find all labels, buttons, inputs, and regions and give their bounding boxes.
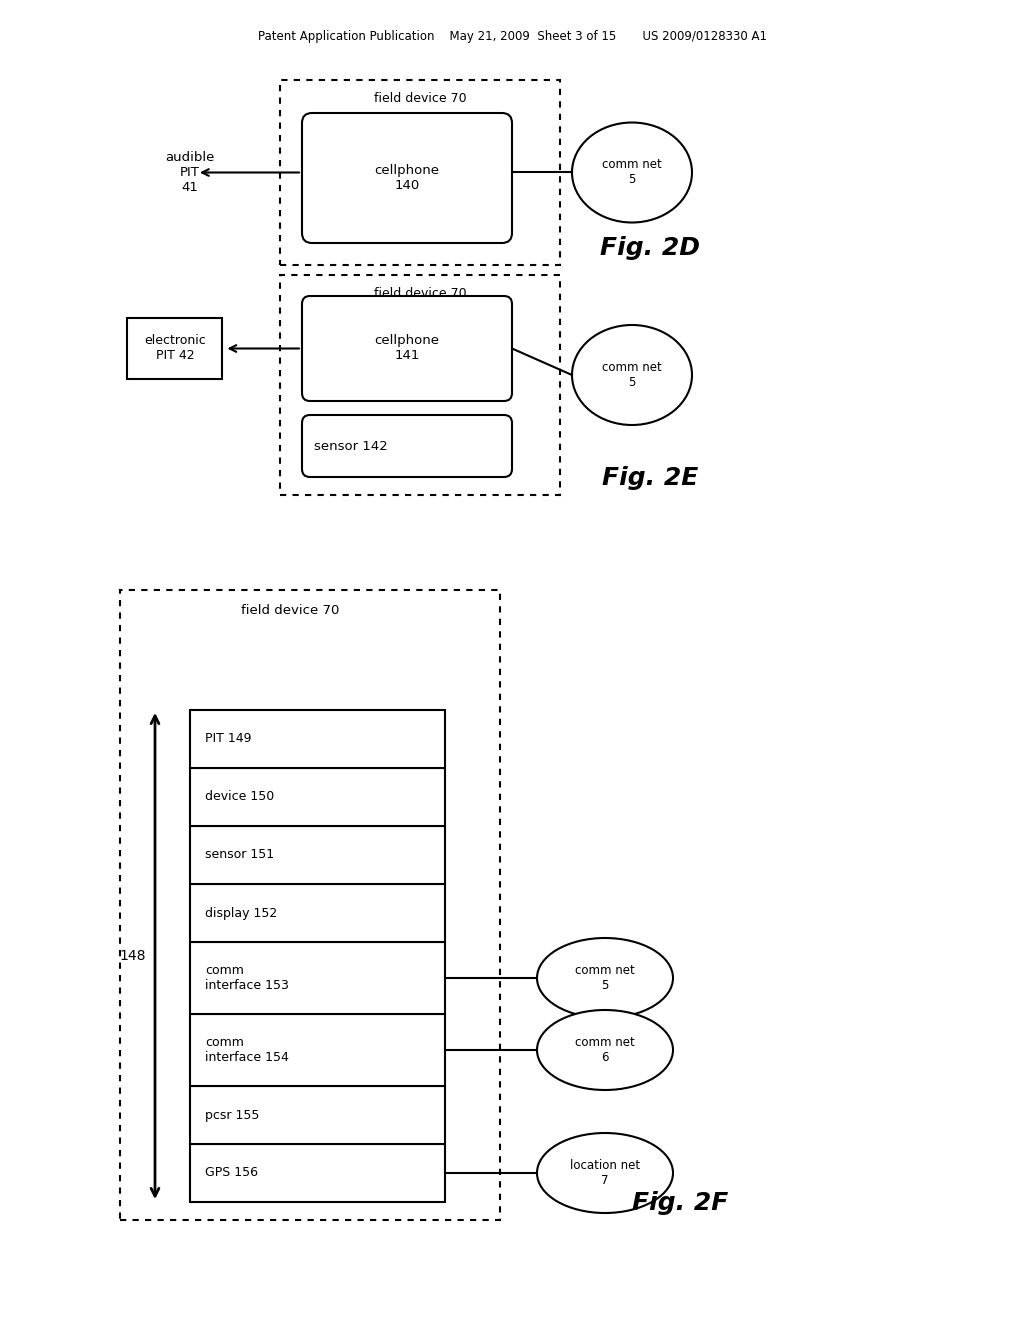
FancyBboxPatch shape: [280, 275, 560, 495]
Text: sensor 151: sensor 151: [205, 849, 274, 862]
Text: comm net
6: comm net 6: [575, 1036, 635, 1064]
Text: Patent Application Publication    May 21, 2009  Sheet 3 of 15       US 2009/0128: Patent Application Publication May 21, 2…: [257, 30, 767, 44]
Text: GPS 156: GPS 156: [205, 1167, 258, 1180]
Text: comm net
5: comm net 5: [575, 964, 635, 993]
FancyBboxPatch shape: [120, 590, 500, 1220]
Ellipse shape: [537, 939, 673, 1018]
Ellipse shape: [537, 1010, 673, 1090]
Ellipse shape: [537, 1133, 673, 1213]
FancyBboxPatch shape: [190, 710, 445, 768]
Text: pcsr 155: pcsr 155: [205, 1109, 259, 1122]
FancyBboxPatch shape: [190, 768, 445, 826]
Text: audible
PIT
41: audible PIT 41: [165, 150, 215, 194]
FancyBboxPatch shape: [190, 1144, 445, 1203]
Text: cellphone
140: cellphone 140: [375, 164, 439, 191]
FancyBboxPatch shape: [302, 414, 512, 477]
Text: electronic
PIT 42: electronic PIT 42: [144, 334, 206, 363]
FancyBboxPatch shape: [128, 318, 222, 379]
Text: display 152: display 152: [205, 907, 278, 920]
Text: 148: 148: [120, 949, 146, 964]
Text: field device 70: field device 70: [241, 605, 339, 616]
Text: comm
interface 153: comm interface 153: [205, 964, 289, 993]
Text: Fig. 2F: Fig. 2F: [632, 1191, 728, 1214]
Text: location net
7: location net 7: [570, 1159, 640, 1187]
Text: sensor 142: sensor 142: [314, 440, 388, 453]
FancyBboxPatch shape: [302, 114, 512, 243]
Text: cellphone
141: cellphone 141: [375, 334, 439, 363]
Text: PIT 149: PIT 149: [205, 733, 252, 746]
FancyBboxPatch shape: [190, 1086, 445, 1144]
Ellipse shape: [572, 123, 692, 223]
FancyBboxPatch shape: [190, 884, 445, 942]
FancyBboxPatch shape: [190, 942, 445, 1014]
Text: device 150: device 150: [205, 791, 274, 804]
Text: Fig. 2E: Fig. 2E: [602, 466, 698, 490]
FancyBboxPatch shape: [280, 81, 560, 265]
Text: Fig. 2D: Fig. 2D: [600, 236, 700, 260]
FancyBboxPatch shape: [302, 296, 512, 401]
FancyBboxPatch shape: [190, 1014, 445, 1086]
Text: comm
interface 154: comm interface 154: [205, 1036, 289, 1064]
Ellipse shape: [572, 325, 692, 425]
Text: comm net
5: comm net 5: [602, 158, 662, 186]
Text: field device 70: field device 70: [374, 92, 466, 106]
Text: comm net
5: comm net 5: [602, 360, 662, 389]
FancyBboxPatch shape: [190, 826, 445, 884]
Text: field device 70: field device 70: [374, 286, 466, 300]
